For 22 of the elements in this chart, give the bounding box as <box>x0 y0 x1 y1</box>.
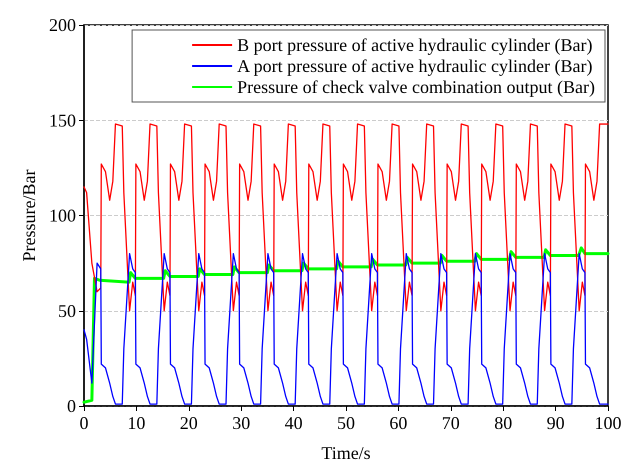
x-axis-title: Time/s <box>321 443 371 463</box>
y-tick-label: 200 <box>49 15 76 35</box>
x-tick-label: 20 <box>180 413 198 433</box>
y-tick-label: 100 <box>49 206 76 226</box>
x-tick-label: 10 <box>127 413 146 433</box>
x-tick-label: 30 <box>232 413 250 433</box>
x-tick-label: 60 <box>389 413 408 433</box>
x-tick-label: 70 <box>442 413 460 433</box>
legend-label: Pressure of check valve combination output (Bar) <box>237 77 596 97</box>
legend-label: A port pressure of active hydraulic cylinder (Bar) <box>237 56 592 76</box>
legend-label: B port pressure of active hydraulic cylinder (Bar) <box>237 35 592 55</box>
y-tick-label: 150 <box>49 110 76 130</box>
y-tick-label: 0 <box>67 396 76 416</box>
x-tick-label: 100 <box>594 413 622 433</box>
line-series <box>83 123 609 312</box>
x-tick-label: 90 <box>546 413 565 433</box>
y-axis-title: Pressure/Bar <box>19 170 39 262</box>
x-tick-label: 50 <box>337 413 355 433</box>
y-tick-label: 50 <box>58 300 76 321</box>
x-tick-label: 40 <box>284 413 303 433</box>
x-tick-label: 80 <box>494 413 512 433</box>
x-tick-label: 0 <box>80 413 88 433</box>
